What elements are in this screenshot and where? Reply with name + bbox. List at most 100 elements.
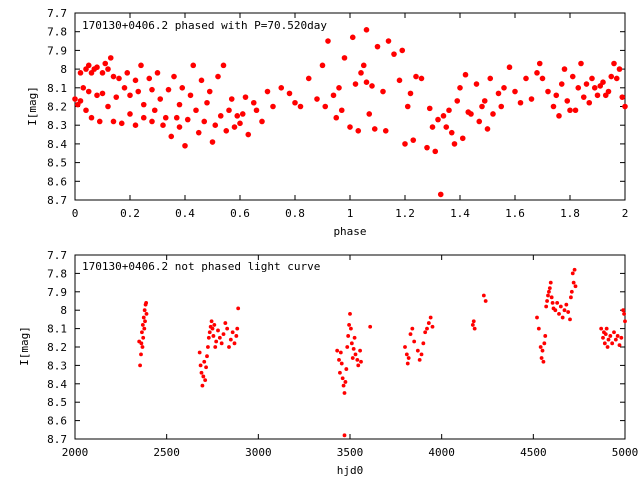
x-tick-label: 4000 [428, 446, 455, 459]
data-point [226, 107, 232, 114]
data-point [216, 328, 220, 333]
data-point [615, 334, 620, 338]
data-point [203, 378, 208, 383]
data-point [583, 81, 590, 87]
data-point [404, 103, 411, 110]
data-point [569, 289, 574, 294]
data-point [483, 299, 488, 303]
data-point [187, 92, 194, 99]
y-tick-label: 7.7 [47, 249, 67, 262]
data-point [408, 332, 413, 337]
data-points [72, 27, 628, 198]
data-point [586, 99, 593, 106]
data-point [600, 79, 606, 85]
x-axis-label: phase [333, 225, 366, 238]
data-point [352, 335, 357, 340]
data-point [479, 103, 485, 110]
data-point [333, 114, 340, 121]
data-point [350, 356, 355, 360]
data-point [162, 114, 169, 121]
data-point [140, 114, 147, 121]
data-point [127, 111, 133, 117]
data-point [193, 107, 199, 114]
data-point [253, 107, 260, 114]
data-point [165, 86, 172, 93]
y-tick-label: 8.3 [47, 119, 67, 132]
data-point [572, 267, 577, 272]
data-point [335, 348, 340, 353]
data-point [468, 111, 474, 117]
x-tick-label: 2 [622, 207, 629, 220]
data-point [341, 383, 346, 388]
data-point [338, 107, 345, 114]
data-point [423, 330, 428, 335]
y-tick-label: 8.7 [47, 433, 67, 446]
data-point [429, 124, 436, 130]
data-point [534, 70, 540, 76]
data-point [501, 85, 507, 91]
data-point [567, 107, 573, 114]
data-point [569, 295, 573, 300]
data-point [110, 118, 117, 125]
data-point [80, 85, 87, 91]
data-point [602, 341, 607, 346]
data-point [198, 363, 203, 368]
data-point [358, 70, 364, 76]
data-point [259, 118, 265, 125]
data-point [140, 323, 145, 327]
data-point [144, 300, 149, 305]
data-point [110, 73, 117, 80]
data-point [149, 86, 155, 93]
data-point [541, 359, 546, 364]
data-point [546, 293, 550, 298]
data-point [410, 326, 415, 331]
data-point [619, 335, 624, 340]
data-point [141, 335, 146, 340]
data-point [88, 114, 95, 121]
data-point [454, 98, 461, 104]
data-point [380, 88, 386, 95]
data-point [536, 60, 543, 67]
data-point [616, 66, 623, 72]
data-point [330, 92, 337, 99]
data-point [356, 363, 361, 368]
data-point [355, 357, 360, 362]
data-point [154, 70, 161, 76]
data-point [443, 124, 450, 130]
data-point [608, 73, 615, 80]
data-point [338, 370, 342, 375]
data-point [578, 60, 584, 67]
data-point [369, 83, 375, 89]
data-point [473, 81, 480, 87]
data-point [612, 330, 616, 335]
data-point [426, 321, 431, 325]
data-point [591, 85, 598, 91]
data-point [132, 77, 139, 84]
y-tick-label: 8.6 [47, 415, 67, 428]
data-point [77, 70, 84, 76]
data-point [603, 332, 608, 337]
data-point [221, 332, 226, 337]
data-point [292, 99, 298, 106]
data-point [347, 124, 353, 130]
data-point [459, 135, 466, 142]
data-point [219, 341, 224, 346]
data-point [549, 295, 554, 300]
data-point [305, 75, 312, 82]
data-point [338, 350, 343, 355]
unphased-light-curve-plot: 170130+0406.2 not phased light curve I[m… [18, 249, 638, 477]
data-point [605, 88, 612, 95]
data-point [396, 77, 403, 84]
data-point [143, 319, 147, 324]
data-point [198, 77, 205, 84]
data-point [345, 345, 350, 349]
data-point [352, 81, 359, 87]
data-point [340, 376, 345, 381]
data-point [353, 352, 358, 357]
data-point [217, 335, 222, 340]
data-point [140, 101, 147, 108]
data-point [553, 308, 558, 313]
x-tick-label: 3000 [245, 446, 272, 459]
data-point [564, 302, 569, 307]
data-point [528, 96, 535, 102]
